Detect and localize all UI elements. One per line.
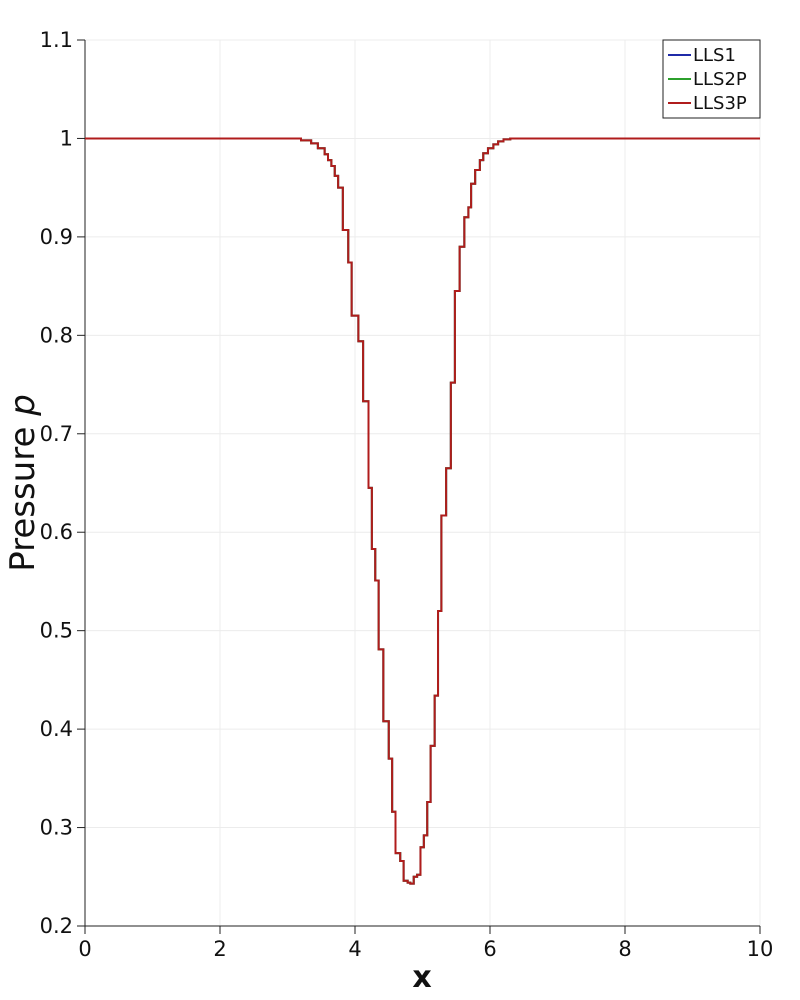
y-tick-label: 1 (60, 126, 73, 150)
y-tick-label: 0.3 (40, 816, 73, 840)
series-line-lls2p (85, 137, 760, 885)
y-tick-label: 0.6 (40, 520, 73, 544)
x-tick-label: 10 (747, 937, 774, 961)
y-tick-label: 0.4 (40, 717, 73, 741)
legend-label-lls3p: LLS3P (693, 93, 747, 114)
tick-labels: 0.2 0.3 0.4 0.5 0.6 0.7 0.8 0.9 1 1.1 0 2 4 6 8 10 (40, 28, 774, 961)
x-axis-label: x (412, 960, 431, 995)
y-tick-label: 1.1 (40, 28, 73, 52)
axes (84, 40, 760, 927)
series-line-lls3p (85, 137, 760, 885)
x-tick-label: 6 (483, 937, 496, 961)
x-tick-label: 4 (348, 937, 361, 961)
y-tick-label: 0.5 (40, 619, 73, 643)
series-line-lls1 (85, 137, 760, 885)
y-tick-label: 0.9 (40, 225, 73, 249)
y-tick-label: 0.7 (40, 422, 73, 446)
x-tick-label: 0 (78, 937, 91, 961)
y-axis-label: Pressure p (3, 394, 43, 572)
grid (84, 39, 761, 927)
x-tick-label: 8 (618, 937, 631, 961)
series-lines (85, 137, 760, 885)
legend-label-lls2p: LLS2P (693, 69, 747, 90)
legend: LLS1 LLS2P LLS3P (662, 39, 761, 119)
y-tick-label: 0.2 (40, 914, 73, 938)
x-tick-label: 2 (213, 937, 226, 961)
y-tick-label: 0.8 (40, 323, 73, 347)
legend-label-lls1: LLS1 (693, 45, 736, 66)
